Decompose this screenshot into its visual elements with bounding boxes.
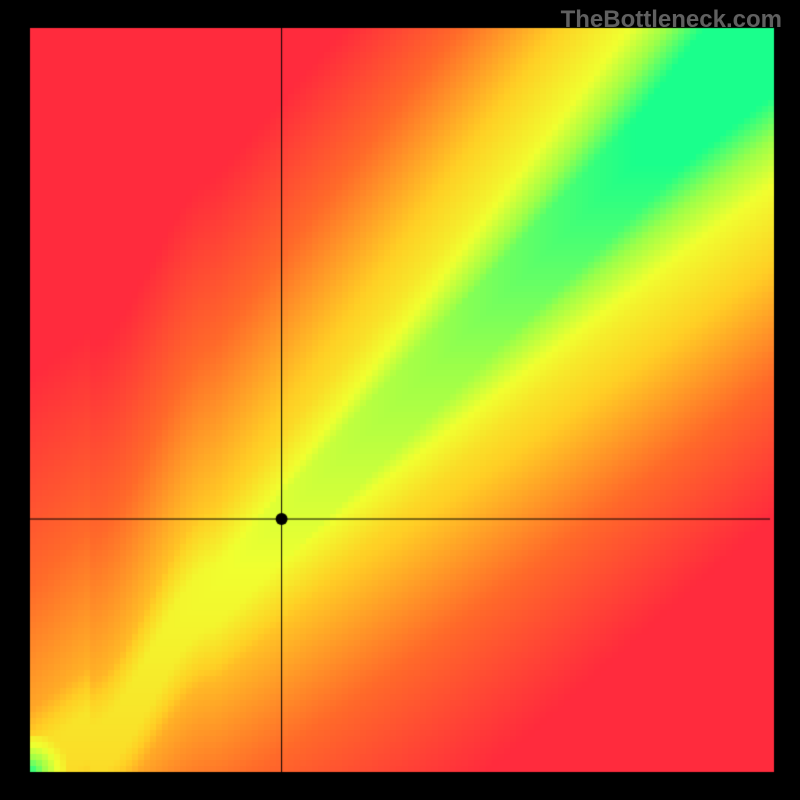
chart-container: TheBottleneck.com xyxy=(0,0,800,800)
heatmap-canvas xyxy=(0,0,800,800)
watermark-text: TheBottleneck.com xyxy=(561,6,782,34)
